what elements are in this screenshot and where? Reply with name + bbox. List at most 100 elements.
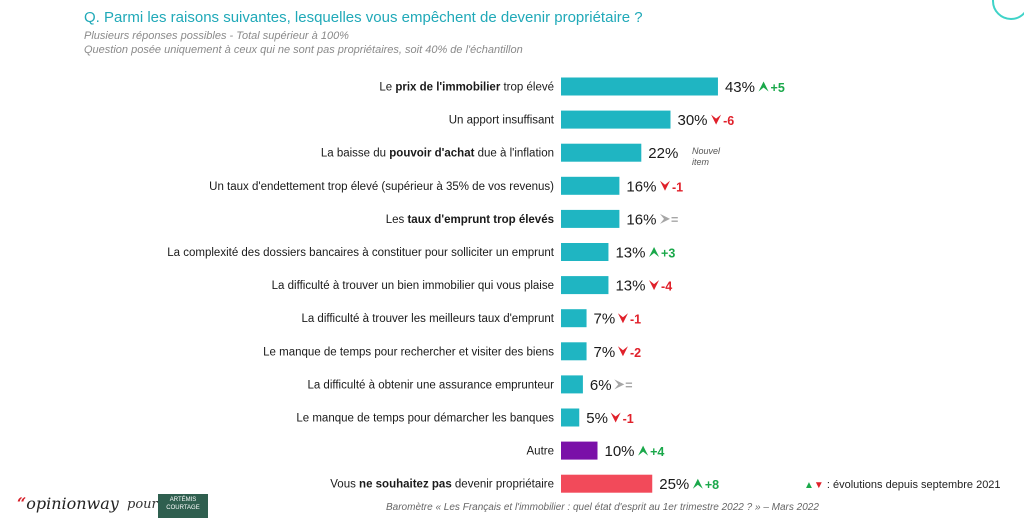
down-arrow-icon <box>660 180 670 191</box>
category-label-segment: Les <box>386 214 408 226</box>
category-label: La difficulté à trouver les meilleurs ta… <box>301 313 554 325</box>
value-label: 16% <box>626 178 656 195</box>
category-label-segment: due à l'inflation <box>474 148 554 160</box>
legend-down-arrow-icon: ▼ <box>813 480 824 491</box>
category-label-segment: La difficulté à trouver les meilleurs ta… <box>301 313 554 325</box>
category-label-segment: prix de l'immobilier <box>395 82 501 94</box>
category-label-segment: La difficulté à obtenir une assurance em… <box>307 379 554 391</box>
value-label: 13% <box>615 245 645 262</box>
up-arrow-icon <box>649 247 660 257</box>
down-arrow-icon <box>711 114 722 125</box>
bar <box>561 77 718 96</box>
new-item-note: Nouvel item <box>692 146 720 168</box>
category-label-segment: Autre <box>527 446 555 458</box>
evolution-label: -4 <box>661 280 672 294</box>
value-label: 6% <box>590 377 612 394</box>
category-label: Les taux d'emprunt trop élevés <box>386 214 554 226</box>
evolution-label: +8 <box>705 478 719 492</box>
value-label: 5% <box>586 410 608 427</box>
category-label-segment: taux d'emprunt trop élevés <box>407 214 554 226</box>
partner-line-2: COURTAGE <box>166 505 200 511</box>
category-label-segment: Le manque de temps pour rechercher et vi… <box>263 346 554 358</box>
evolution-label: -2 <box>630 346 641 360</box>
down-arrow-icon <box>649 280 660 291</box>
category-label: Un apport insuffisant <box>449 115 555 127</box>
category-label-segment: trop élevé <box>500 82 554 94</box>
pour-text: pour <box>127 497 158 512</box>
category-label-segment: Le <box>379 82 395 94</box>
evolution-legend: ▲▼ : évolutions depuis septembre 2021 <box>804 479 1001 491</box>
up-arrow-icon <box>758 81 769 92</box>
value-label: 22% <box>648 145 678 162</box>
bar <box>561 110 671 129</box>
category-label-segment: Un apport insuffisant <box>449 115 555 127</box>
source-footer: Baromètre « Les Français et l'immobilier… <box>386 502 819 513</box>
down-arrow-icon <box>617 346 628 357</box>
evolution-label: +3 <box>661 247 675 261</box>
category-label: La complexité des dossiers bancaires à c… <box>167 247 555 259</box>
category-label-segment: Un taux d'endettement trop élevé (supéri… <box>209 181 554 193</box>
category-label: Le manque de temps pour démarcher les ba… <box>296 413 554 425</box>
down-arrow-icon <box>617 313 628 324</box>
value-label: 16% <box>626 211 656 228</box>
evolution-label: +4 <box>650 445 664 459</box>
value-label: 13% <box>615 278 645 295</box>
category-label-segment: pouvoir d'achat <box>389 148 474 160</box>
evolution-label: -1 <box>672 180 683 194</box>
artemis-courtage-logo: ARTÉMIS COURTAGE <box>158 494 208 518</box>
value-label: 30% <box>678 112 708 129</box>
category-label: La difficulté à obtenir une assurance em… <box>307 379 554 391</box>
down-arrow-icon <box>610 412 621 423</box>
bar <box>561 276 609 295</box>
category-label-segment: ne souhaitez pas <box>359 479 452 491</box>
legend-text: : évolutions depuis septembre 2021 <box>826 479 1001 491</box>
up-arrow-icon <box>638 445 649 456</box>
category-label: Le prix de l'immobilier trop élevé <box>379 82 554 94</box>
up-arrow-icon <box>692 478 703 489</box>
evolution-label: -1 <box>630 313 641 327</box>
category-label: Le manque de temps pour rechercher et vi… <box>263 346 554 358</box>
bar <box>561 408 580 427</box>
partner-line-1: ARTÉMIS <box>169 497 197 503</box>
category-label-segment: Vous <box>330 479 359 491</box>
evolution-label: -1 <box>623 412 634 426</box>
logo-quote-mark: “ <box>17 494 27 513</box>
category-label-segment: Le manque de temps pour démarcher les ba… <box>296 413 554 425</box>
bar <box>561 474 653 493</box>
evolution-label: +5 <box>771 81 785 95</box>
value-label: 10% <box>605 443 635 460</box>
question-subtitle-1: Plusieurs réponses possibles - Total sup… <box>84 30 349 42</box>
category-label-segment: La baisse du <box>321 148 389 160</box>
category-label-segment: devenir propriétaire <box>452 479 554 491</box>
evolution-label: -6 <box>723 114 734 128</box>
category-label: Autre <box>527 446 555 458</box>
equal-arrow-icon <box>660 213 670 224</box>
bar <box>561 375 583 394</box>
equal-arrow-icon <box>614 379 625 390</box>
evolution-label: = <box>625 378 632 392</box>
category-label-segment: La difficulté à trouver un bien immobili… <box>272 280 554 292</box>
value-label: 7% <box>594 344 616 361</box>
value-label: 25% <box>659 476 689 493</box>
bar <box>561 342 587 361</box>
question-subtitle-2: Question posée uniquement à ceux qui ne … <box>84 44 523 56</box>
bar <box>561 143 642 162</box>
category-label-segment: La complexité des dossiers bancaires à c… <box>167 247 555 259</box>
new-item-line-1: Nouvel <box>692 146 721 156</box>
bar <box>561 441 598 460</box>
new-item-line-2: item <box>692 157 710 167</box>
bar <box>561 243 609 261</box>
bar <box>561 176 620 195</box>
logo-wordmark: opinionway <box>26 494 119 513</box>
category-label: La baisse du pouvoir d'achat due à l'inf… <box>321 148 554 160</box>
value-label: 43% <box>725 79 755 96</box>
bar <box>561 209 620 228</box>
category-label: La difficulté à trouver un bien immobili… <box>272 280 554 292</box>
evolution-label: = <box>671 213 678 227</box>
legend-up-arrow-icon: ▲ <box>804 480 814 491</box>
value-label: 7% <box>594 311 616 328</box>
category-label: Un taux d'endettement trop élevé (supéri… <box>209 181 554 193</box>
question-title: Q. Parmi les raisons suivantes, lesquell… <box>84 9 643 26</box>
category-label: Vous ne souhaitez pas devenir propriétai… <box>330 479 554 491</box>
